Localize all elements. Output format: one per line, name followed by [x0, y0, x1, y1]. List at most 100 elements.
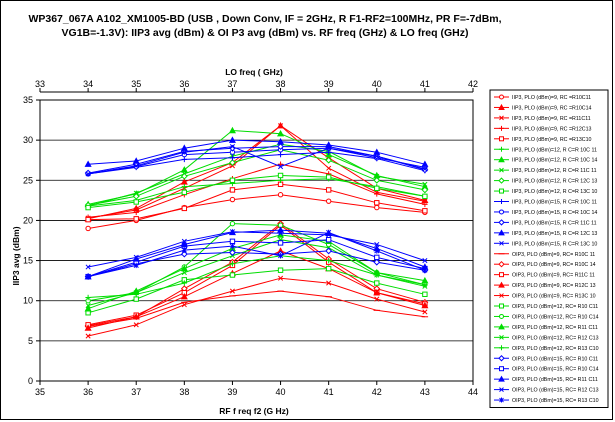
legend-item: OIP3, PLO (dBm)=9, RC= R10C 11 — [494, 252, 595, 258]
marker-cross — [374, 272, 380, 278]
marker-stroke — [499, 240, 504, 246]
marker-x — [422, 181, 428, 187]
marker-stroke — [499, 293, 504, 298]
marker-cross — [181, 184, 188, 190]
axis-layer: 0 5 10 15 20 25 30 35 35 36 37 38 39 40 41 42 43 44 33 34 35… — [23, 79, 478, 397]
marker-triangle — [180, 144, 188, 151]
marker-diamond — [180, 250, 188, 258]
marker-stroke — [422, 166, 428, 172]
legend-item: IIP3, PLO (dBm)=9, RC =R10C14 — [494, 103, 592, 111]
marker-asterisk — [181, 247, 187, 253]
legend-label: OIP3, PLO (dBm)=9, RC= R11C 11 — [512, 273, 595, 279]
x-axis-label: RF f req f2 (G Hz) — [219, 406, 289, 416]
marker-stroke — [374, 241, 380, 248]
marker-stroke — [374, 173, 380, 179]
marker-shape — [132, 157, 140, 164]
marker-shape — [421, 301, 429, 309]
series-line — [88, 174, 425, 209]
marker-diamond — [277, 143, 284, 150]
marker-shape — [229, 272, 236, 278]
marker-shape — [229, 249, 236, 256]
x-tick-label: 43 — [420, 387, 430, 397]
marker-stroke — [326, 145, 332, 151]
marker-asterisk — [278, 253, 284, 259]
marker-shape — [180, 292, 188, 300]
marker-x — [422, 309, 428, 315]
marker-square — [325, 174, 332, 180]
marker-shape — [277, 226, 285, 233]
marker-stroke — [499, 334, 504, 340]
marker-x — [229, 144, 235, 150]
marker-shape — [229, 196, 236, 203]
marker-cross — [499, 146, 504, 152]
marker-square — [85, 204, 91, 211]
legend-label: OIP3, PLO (dBm)=9, RC= R10C 14 — [512, 262, 596, 268]
marker-shape — [374, 185, 380, 192]
legend-item: IIP3, PLO (dBm)=12, R C=R 10C 14 — [494, 156, 597, 164]
top-tick-label: 33 — [35, 79, 45, 89]
legend-label: IIP3, PLO (dBm)=12, R C=R 13C 10 — [512, 189, 597, 195]
marker-shape — [229, 177, 236, 183]
marker-x — [374, 296, 380, 302]
marker-asterisk — [374, 248, 380, 254]
legend-label: OIP3, PLO (dBm)=12, RC= R10 C14 — [512, 314, 599, 320]
series-line — [88, 183, 425, 221]
legend-item: OIP3, PLO (dBm)=9, RC= R12C 13 — [494, 281, 596, 289]
legend-box — [489, 89, 609, 408]
legend-item: OIP3, PLO (dBm)=12, RC= R10 C11 — [494, 303, 598, 310]
marker-x — [499, 240, 504, 246]
legend-item: IIP3, PLO (dBm)=9, RC =R12C13 — [494, 125, 592, 132]
marker-square — [325, 187, 332, 193]
legend-label: IIP3, PLO (dBm)=15, R C=R 10C 11 — [512, 200, 597, 206]
marker-stroke — [278, 230, 284, 236]
y-axis-label: IIP3 avg (dBm) — [11, 226, 21, 285]
marker-shape — [498, 375, 505, 382]
marker-stroke — [85, 264, 91, 270]
marker-stroke — [422, 309, 428, 315]
marker-diamond — [229, 159, 236, 167]
legend-label: OIP3, PLO (dBm)=15, RC= R11 C11 — [512, 377, 598, 383]
marker-stroke — [278, 164, 284, 170]
marker-shape — [325, 265, 332, 272]
marker-triangle — [498, 375, 505, 382]
marker-triangle — [84, 324, 92, 331]
x-tick-label: 36 — [83, 387, 93, 397]
marker-shape — [277, 138, 285, 145]
marker-square — [422, 291, 428, 297]
marker-x — [374, 241, 380, 248]
series-14 — [85, 144, 428, 177]
marker-stroke — [181, 149, 187, 155]
marker-cross — [499, 345, 504, 351]
marker-stroke — [181, 302, 187, 308]
marker-square — [422, 208, 428, 214]
marker-shape — [325, 156, 333, 164]
y-tick-label: 10 — [23, 296, 33, 306]
legend-item: OIP3, PLO (dBm)=9, RC= R10C 14 — [494, 260, 596, 268]
x-tick-label: 38 — [179, 387, 189, 397]
marker-shape — [228, 126, 236, 134]
marker-x — [499, 293, 504, 298]
marker-circle — [374, 204, 380, 211]
marker-shape — [277, 143, 284, 150]
marker-cross — [229, 261, 236, 267]
marker-shape — [229, 187, 236, 193]
marker-shape — [499, 366, 504, 372]
marker-stroke — [499, 115, 504, 121]
marker-x — [374, 153, 380, 159]
marker-diamond — [498, 177, 505, 184]
marker-asterisk — [326, 229, 332, 236]
legend-item: IIP3, PLO (dBm)=15, R C=R 12C 13 — [494, 229, 597, 237]
marker-shape — [229, 220, 236, 227]
marker-diamond — [421, 186, 429, 194]
marker-triangle — [84, 305, 92, 312]
y-tick-label: 30 — [23, 135, 33, 145]
marker-shape — [374, 200, 380, 206]
y-tick-label: 35 — [23, 95, 33, 105]
legend-item: IIP3, PLO (dBm)=15, R C=R 10C 14 — [494, 209, 597, 216]
marker-stroke — [374, 153, 380, 159]
y-tick-label: 0 — [28, 376, 33, 386]
legend-label: IIP3, PLO (dBm)=12, R C=R 12C 13 — [512, 179, 597, 185]
marker-cross — [85, 294, 91, 301]
series-line — [87, 277, 426, 337]
